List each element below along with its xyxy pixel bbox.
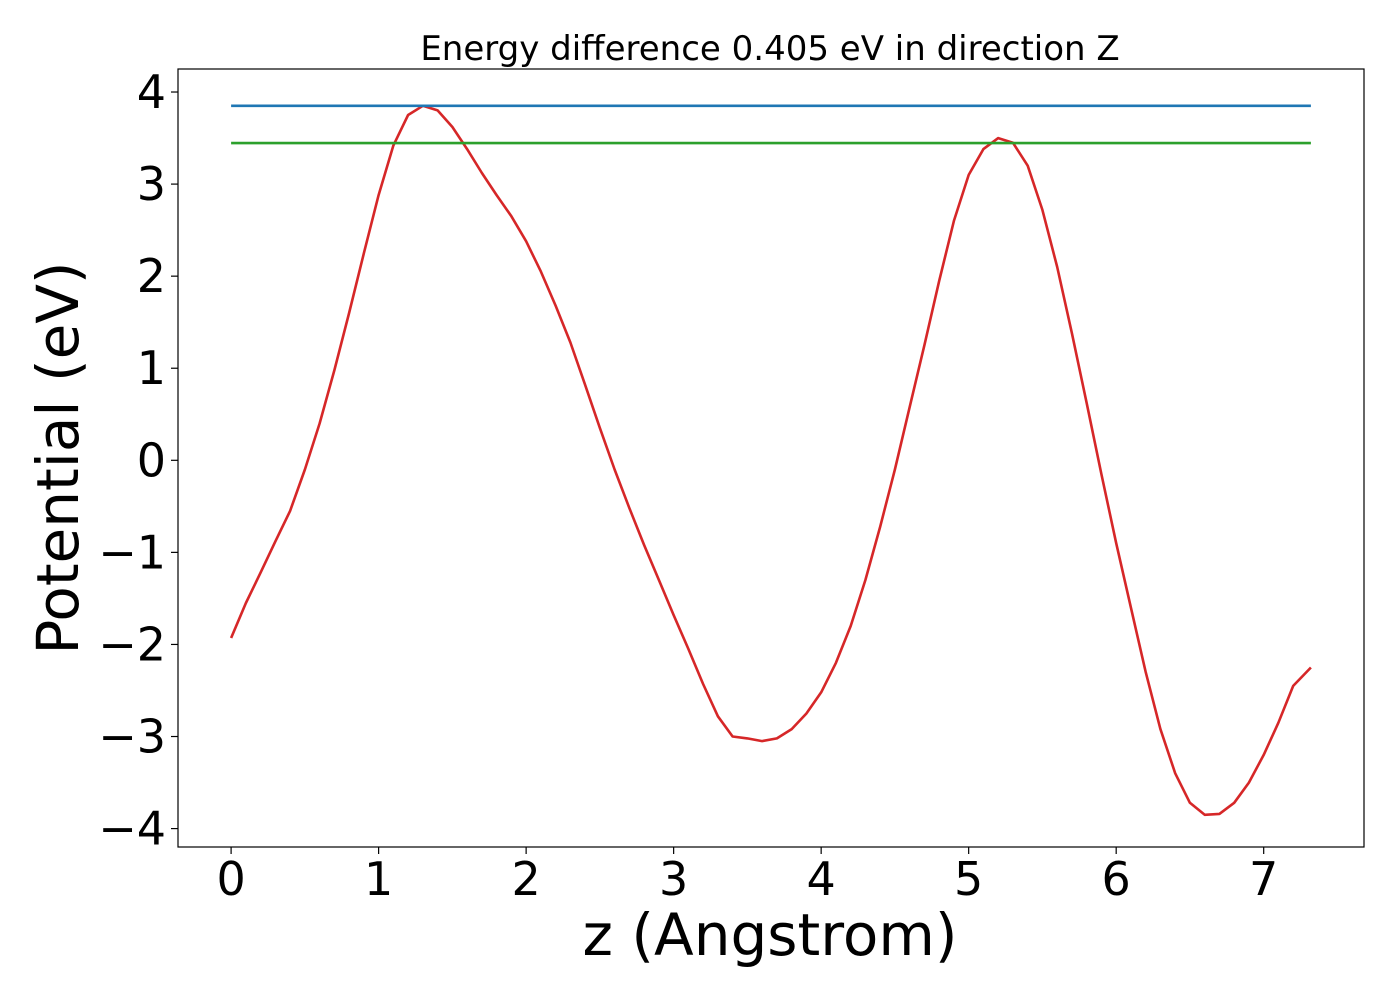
x-axis: 0 1 2 3 4 5 6 7 — [216, 847, 1278, 906]
x-tick-label: 5 — [954, 852, 983, 906]
chart-title: Energy difference 0.405 eV in direction … — [420, 29, 1119, 69]
y-tick-label: 4 — [137, 65, 166, 119]
x-axis-label: z (Angstrom) — [583, 901, 958, 969]
series-lines — [229, 104, 1312, 817]
y-tick-label: 1 — [137, 341, 166, 395]
x-tick-label: 7 — [1249, 852, 1278, 906]
y-axis-label: Potential (eV) — [24, 261, 92, 654]
x-tick-label: 2 — [511, 852, 540, 906]
x-tick-label: 0 — [216, 852, 245, 906]
y-tick-label: −3 — [98, 710, 166, 764]
plot-frame — [177, 68, 1365, 848]
x-tick-label: 3 — [659, 852, 688, 906]
y-tick-label: 3 — [137, 157, 166, 211]
y-tick-label: 2 — [137, 249, 166, 303]
plot-area — [177, 68, 1365, 848]
y-tick-label: −2 — [98, 617, 166, 671]
x-tick-label: 4 — [807, 852, 836, 906]
x-tick-label: 6 — [1102, 852, 1131, 906]
y-tick-label: 0 — [137, 433, 166, 487]
y-tick-label: −4 — [98, 802, 166, 856]
series-line-0 — [229, 104, 1312, 817]
y-tick-label: −1 — [98, 525, 166, 579]
x-tick-label: 1 — [364, 852, 393, 906]
y-axis: −4 −3 −2 −1 0 1 2 3 4 — [98, 65, 178, 856]
